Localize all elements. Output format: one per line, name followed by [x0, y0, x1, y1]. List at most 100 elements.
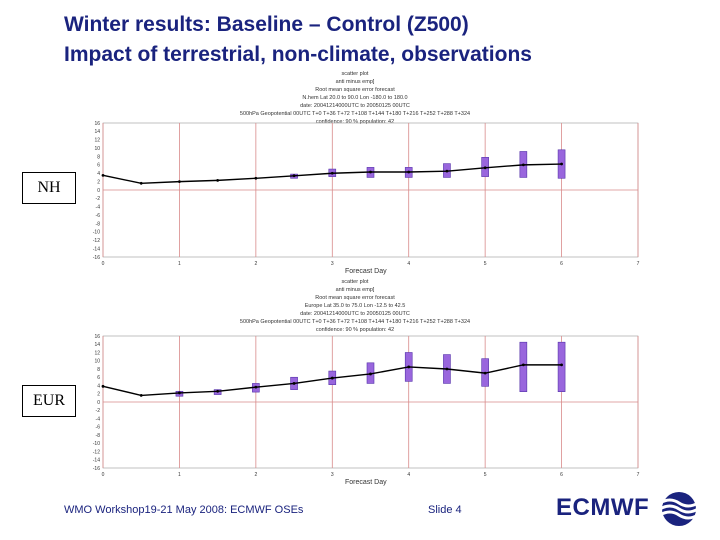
eur-error-box	[519, 341, 528, 392]
eur-data-point	[178, 391, 181, 395]
footer-slide-number: Slide 4	[428, 504, 462, 516]
eur-data-point	[254, 385, 258, 389]
nh-x-tick-label: 0	[102, 261, 105, 267]
eur-panel-label: EUR	[22, 385, 76, 417]
nh-x-tick-label: 4	[407, 261, 410, 267]
eur-y-tick-label: 2	[97, 392, 100, 398]
nh-y-tick-label: -6	[96, 213, 101, 219]
nh-header-line: date: 20041214000UTC to 20050125 00UTC	[300, 103, 410, 109]
eur-y-tick-label: 12	[94, 350, 100, 356]
eur-y-tick-label: -6	[96, 425, 101, 431]
eur-x-tick-label: 1	[178, 472, 181, 478]
eur-y-tick-label: -2	[96, 408, 101, 414]
eur-y-tick-label: 10	[94, 359, 100, 365]
nh-data-point	[483, 166, 487, 170]
slide-title: Winter results: Baseline – Control (Z500…	[64, 10, 532, 70]
nh-data-point	[369, 170, 372, 174]
nh-y-tick-label: 6	[97, 163, 100, 169]
nh-data-point	[139, 181, 143, 185]
nh-data-point	[178, 180, 181, 184]
nh-y-tick-label: -8	[96, 221, 101, 227]
nh-y-tick-label: 14	[94, 129, 100, 135]
eur-y-tick-label: -10	[93, 441, 100, 447]
eur-chart: 0 1 2 3 4 5 6 71614121086420-2-4-6-8-10-12-14-1…	[93, 334, 640, 478]
eur-x-tick-label: 3	[331, 472, 334, 478]
nh-data-point	[445, 169, 449, 173]
eur-x-tick-label: 5	[484, 472, 487, 478]
eur-data-point	[407, 365, 411, 369]
nh-y-tick-label: 4	[97, 171, 100, 177]
eur-y-tick-label: -4	[96, 416, 101, 422]
eur-x-tick-label: 0	[102, 472, 105, 478]
nh-x-tick-label: 6	[560, 261, 563, 267]
nh-x-tick-label: 7	[637, 261, 640, 267]
eur-x-tick-label: 6	[560, 472, 563, 478]
nh-data-point	[254, 176, 258, 180]
eur-y-tick-label: -12	[93, 449, 100, 455]
eur-data-point	[445, 367, 449, 371]
nh-x-tick-label: 3	[331, 261, 334, 267]
nh-y-tick-label: 12	[94, 138, 100, 144]
nh-x-tick-label: 1	[178, 261, 181, 267]
eur-header-line: Europe Lat 35.0 to 75.0 Lon -12.5 to 42.…	[304, 303, 406, 309]
eur-data-point	[101, 384, 105, 388]
eur-y-tick-label: 14	[94, 342, 100, 348]
nh-chart-header: scatter plot anti minus emp] Root mean s…	[190, 70, 520, 126]
eur-x-tick-label: 7	[637, 472, 640, 478]
slide-title-line2: Impact of terrestrial, non-climate, obse…	[64, 43, 532, 66]
eur-header-line: anti minus emp]	[335, 287, 375, 293]
nh-data-point	[292, 174, 296, 178]
eur-header-line: confidence: 90 % population: 42	[315, 327, 395, 333]
nh-header-line: 500hPa Geopotential 00UTC T+0 T+36 T+72 …	[239, 111, 471, 117]
eur-x-tick-label: 4	[407, 472, 410, 478]
nh-y-tick-label: -4	[96, 205, 101, 211]
eur-data-point	[216, 389, 220, 393]
nh-chart: 0 1 2 3 4 5 6 71614121086420-2-4-6-8-10-12-14-1…	[93, 121, 640, 267]
eur-data-point	[330, 376, 334, 380]
nh-x-tick-label: 5	[484, 261, 487, 267]
nh-data-point	[330, 171, 334, 175]
nh-panel-label: NH	[22, 172, 76, 204]
nh-y-tick-label: 10	[94, 146, 100, 152]
eur-data-point	[483, 371, 487, 375]
ecmwf-logo-text: ECMWF	[556, 494, 650, 521]
nh-y-tick-label: 2	[97, 179, 100, 185]
eur-y-tick-label: -8	[96, 433, 101, 439]
eur-y-tick-label: -14	[93, 458, 100, 464]
eur-error-box	[557, 341, 566, 392]
eur-data-point	[369, 372, 372, 376]
eur-y-tick-label: 0	[97, 400, 100, 406]
nh-y-tick-label: -14	[93, 246, 100, 252]
footer-workshop-text: WMO Workshop19-21 May 2008: ECMWF OSEs	[64, 504, 304, 516]
nh-header-line: anti minus emp]	[335, 79, 375, 85]
nh-data-point	[101, 173, 105, 177]
eur-header-line: Root mean square error forecast	[315, 295, 395, 301]
nh-y-tick-label: 16	[94, 121, 100, 127]
nh-y-tick-label: -2	[96, 196, 101, 202]
eur-data-point	[521, 363, 525, 367]
nh-y-tick-label: -12	[93, 238, 100, 244]
nh-data-point	[407, 170, 411, 174]
eur-data-point	[139, 394, 143, 397]
eur-x-axis-label: Forecast Day	[345, 479, 387, 486]
nh-y-tick-label: -10	[93, 230, 100, 236]
eur-y-tick-label: -16	[93, 466, 100, 472]
eur-x-tick-label: 2	[254, 472, 257, 478]
eur-data-point	[560, 363, 563, 367]
nh-header-line: scatter plot	[341, 71, 369, 77]
nh-data-point	[560, 162, 563, 166]
eur-data-point	[292, 382, 296, 385]
nh-x-axis-label: Forecast Day	[345, 268, 387, 275]
nh-data-point	[216, 178, 220, 182]
nh-header-line: Root mean square error forecast	[315, 87, 395, 93]
nh-y-tick-label: -16	[93, 255, 100, 261]
nh-data-point	[521, 163, 525, 167]
eur-y-tick-label: 6	[97, 375, 100, 381]
eur-chart-header: scatter plot anti minus emp] Root mean s…	[190, 278, 520, 334]
eur-y-tick-label: 16	[94, 334, 100, 340]
ecmwf-logo-icon	[659, 492, 699, 526]
slide-title-line1: Winter results: Baseline – Control (Z500…	[64, 13, 469, 36]
nh-y-tick-label: 0	[97, 188, 100, 194]
eur-header-line: date: 20041214000UTC to 20050125 00UTC	[300, 311, 410, 317]
nh-header-line: confidence: 90 % population: 42	[315, 119, 395, 125]
